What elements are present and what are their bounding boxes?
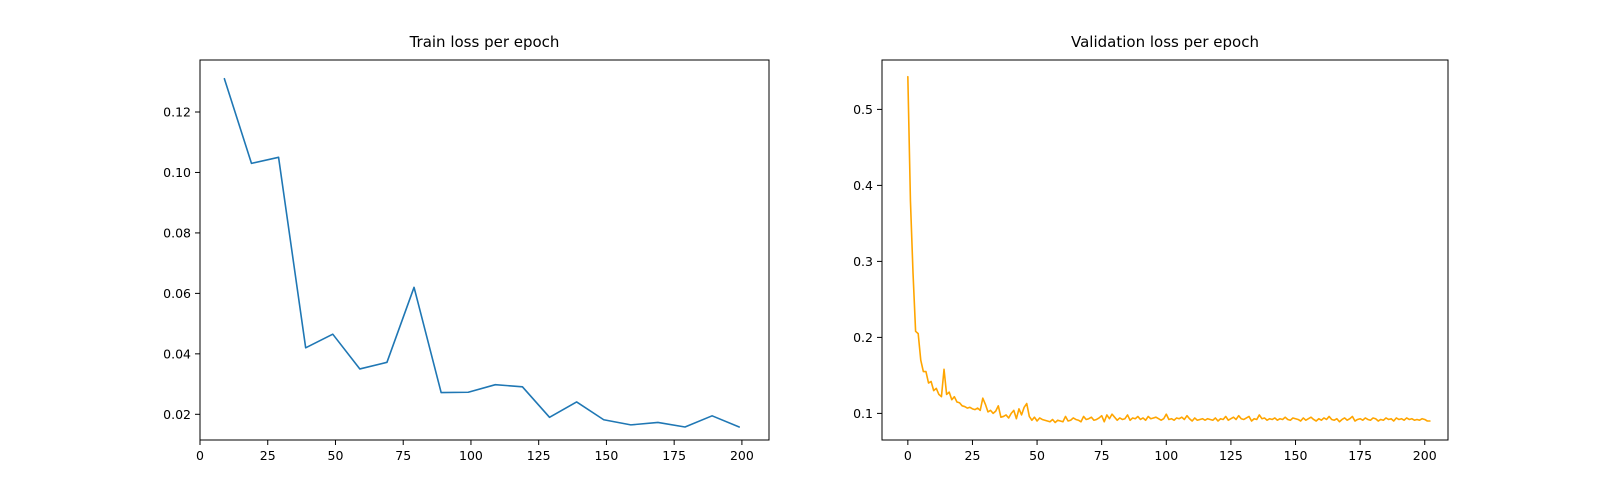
y-tick-label: 0.4 (853, 178, 873, 193)
train-loss-title: Train loss per epoch (409, 33, 560, 51)
x-tick-label: 25 (260, 448, 276, 463)
y-tick-label: 0.06 (163, 286, 191, 301)
x-tick-label: 50 (328, 448, 344, 463)
y-tick-label: 0.08 (163, 225, 191, 240)
validation-loss-y-axis: 0.1 0.2 0.3 0.4 0.5 (853, 102, 882, 421)
x-tick-label: 200 (730, 448, 754, 463)
y-tick-label: 0.2 (853, 330, 873, 345)
validation-loss-line (907, 75, 1431, 424)
x-tick-label: 100 (1154, 448, 1178, 463)
x-tick-label: 150 (1284, 448, 1308, 463)
x-tick-label: 75 (395, 448, 411, 463)
x-tick-label: 125 (1219, 448, 1243, 463)
train-loss-points (224, 78, 740, 428)
y-tick-label: 0.02 (163, 407, 191, 422)
train-loss-line (223, 77, 740, 428)
validation-loss-x-axis: 0 25 50 75 100 125 150 175 200 (904, 440, 1437, 463)
x-tick-label: 175 (1348, 448, 1372, 463)
x-tick-label: 0 (904, 448, 912, 463)
validation-loss-plot-frame (881, 59, 1449, 441)
x-tick-label: 125 (527, 448, 551, 463)
train-loss-x-axis: 0 25 50 75 100 125 150 175 200 (196, 440, 754, 463)
train-loss-y-axis: 0.02 0.04 0.06 0.08 0.10 0.12 (163, 104, 200, 422)
y-tick-label: 0.12 (163, 104, 191, 119)
y-tick-label: 0.04 (163, 346, 191, 361)
x-tick-label: 200 (1413, 448, 1437, 463)
train-loss-plot-frame (199, 59, 770, 441)
x-tick-label: 75 (1094, 448, 1110, 463)
train-loss-panel: Train loss per epoch 0 25 50 75 100 125 150 175… (163, 33, 770, 463)
x-tick-label: 0 (196, 448, 204, 463)
validation-loss-title: Validation loss per epoch (1071, 33, 1259, 51)
validation-loss-panel: Validation loss per epoch 0 25 50 75 100 125 1… (853, 33, 1449, 463)
y-tick-label: 0.3 (853, 254, 873, 269)
y-tick-label: 0.5 (853, 102, 873, 117)
x-tick-label: 25 (965, 448, 981, 463)
x-tick-label: 100 (459, 448, 483, 463)
x-tick-label: 150 (594, 448, 618, 463)
x-tick-label: 50 (1029, 448, 1045, 463)
validation-loss-points (907, 76, 1430, 423)
y-tick-label: 0.1 (853, 406, 873, 421)
y-tick-label: 0.10 (163, 165, 191, 180)
x-tick-label: 175 (662, 448, 686, 463)
